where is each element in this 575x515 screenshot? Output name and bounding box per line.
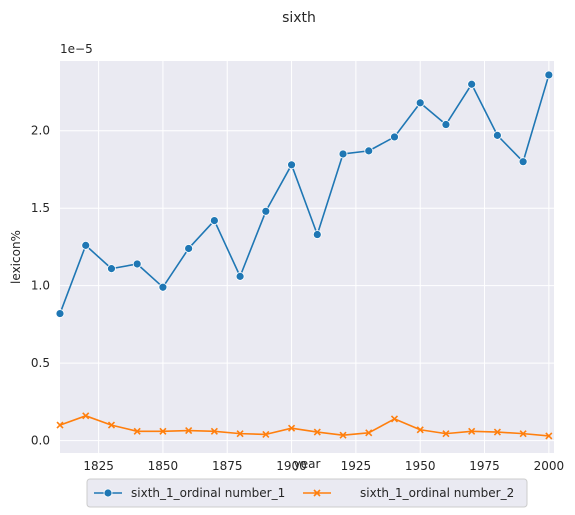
x-tick-label: 1950: [405, 459, 436, 473]
series-1-point: [415, 98, 425, 108]
series-1-point: [492, 130, 502, 140]
series-1-point: [132, 259, 142, 269]
series-1-point: [261, 206, 271, 216]
series-1-point: [338, 149, 348, 159]
y-tick-label: 0.0: [31, 434, 50, 448]
legend-label-series-1: sixth_1_ordinal number_1: [131, 486, 285, 500]
series-2-point: [545, 432, 553, 440]
series-2-point: [339, 431, 347, 439]
y-tick-labels: 0.0 0.5 1.0 1.5 2.0: [31, 124, 50, 448]
series-1-point: [107, 264, 116, 274]
chart-title: sixth: [282, 10, 316, 26]
series-1-line: [59, 74, 550, 314]
y-tick-label: 1.0: [31, 279, 50, 293]
series-1-point: [287, 160, 296, 170]
x-tick-label: 1850: [148, 459, 179, 473]
series-2-point: [262, 430, 270, 438]
series-1-point: [364, 146, 374, 156]
series-2-point: [133, 427, 141, 435]
legend-marker-series-2: [313, 489, 321, 497]
series-2-point: [493, 428, 501, 436]
legend: sixth_1_ordinal number_1 sixth_1_ordinal…: [86, 478, 528, 508]
y-tick-label: 0.5: [31, 356, 50, 370]
series-2-point: [287, 424, 296, 432]
series-1-point: [209, 216, 219, 225]
series-2-line: [59, 415, 549, 437]
x-tick-label: 1825: [83, 459, 114, 473]
series-1-point: [312, 230, 322, 239]
series-2-point: [107, 421, 116, 429]
legend-label-series-2: sixth_1_ordinal number_2: [360, 486, 514, 500]
y-offset-label: 1e−5: [60, 42, 93, 56]
series-2-point: [519, 430, 527, 438]
x-tick-label: 1875: [212, 459, 243, 473]
series-2-point: [442, 430, 450, 438]
x-tick-label: 1925: [341, 459, 372, 473]
x-tick-labels: 1825 1850 1875 1900 1925 1950 1975 2000: [83, 459, 564, 473]
series-1-point: [158, 282, 168, 292]
y-axis-label: lexicon%: [9, 230, 23, 284]
series-1-point: [518, 157, 528, 167]
series-2-point: [236, 430, 244, 438]
series-1-point: [467, 79, 477, 89]
series-2-point: [390, 415, 399, 423]
series-2-point: [159, 427, 167, 435]
legend-marker-series-1: [103, 488, 113, 498]
grid-lines: [60, 61, 554, 453]
series-2-point: [416, 426, 424, 434]
series-2-point: [468, 427, 476, 435]
plot-area: [60, 61, 554, 453]
series-1-point: [441, 120, 451, 129]
series-1-point: [544, 70, 554, 80]
series-2-point: [313, 428, 321, 436]
series-2-point: [185, 426, 193, 435]
series-1-point: [81, 240, 91, 250]
series-2-point: [56, 421, 64, 429]
series-2-point: [210, 427, 218, 435]
x-tick-label: 1900: [276, 459, 307, 473]
series-1-point: [235, 271, 245, 281]
x-axis-label: year: [294, 457, 321, 471]
y-tick-label: 2.0: [31, 124, 50, 138]
x-tick-label: 1975: [469, 459, 500, 473]
x-tick-label: 2000: [534, 459, 565, 473]
series-1-point: [184, 244, 194, 253]
series-1-point: [390, 132, 399, 142]
series-layer: [55, 70, 554, 440]
series-2-point: [365, 429, 373, 437]
series-2-point: [82, 412, 90, 420]
y-tick-label: 1.5: [31, 201, 50, 215]
series-1-point: [55, 309, 65, 318]
